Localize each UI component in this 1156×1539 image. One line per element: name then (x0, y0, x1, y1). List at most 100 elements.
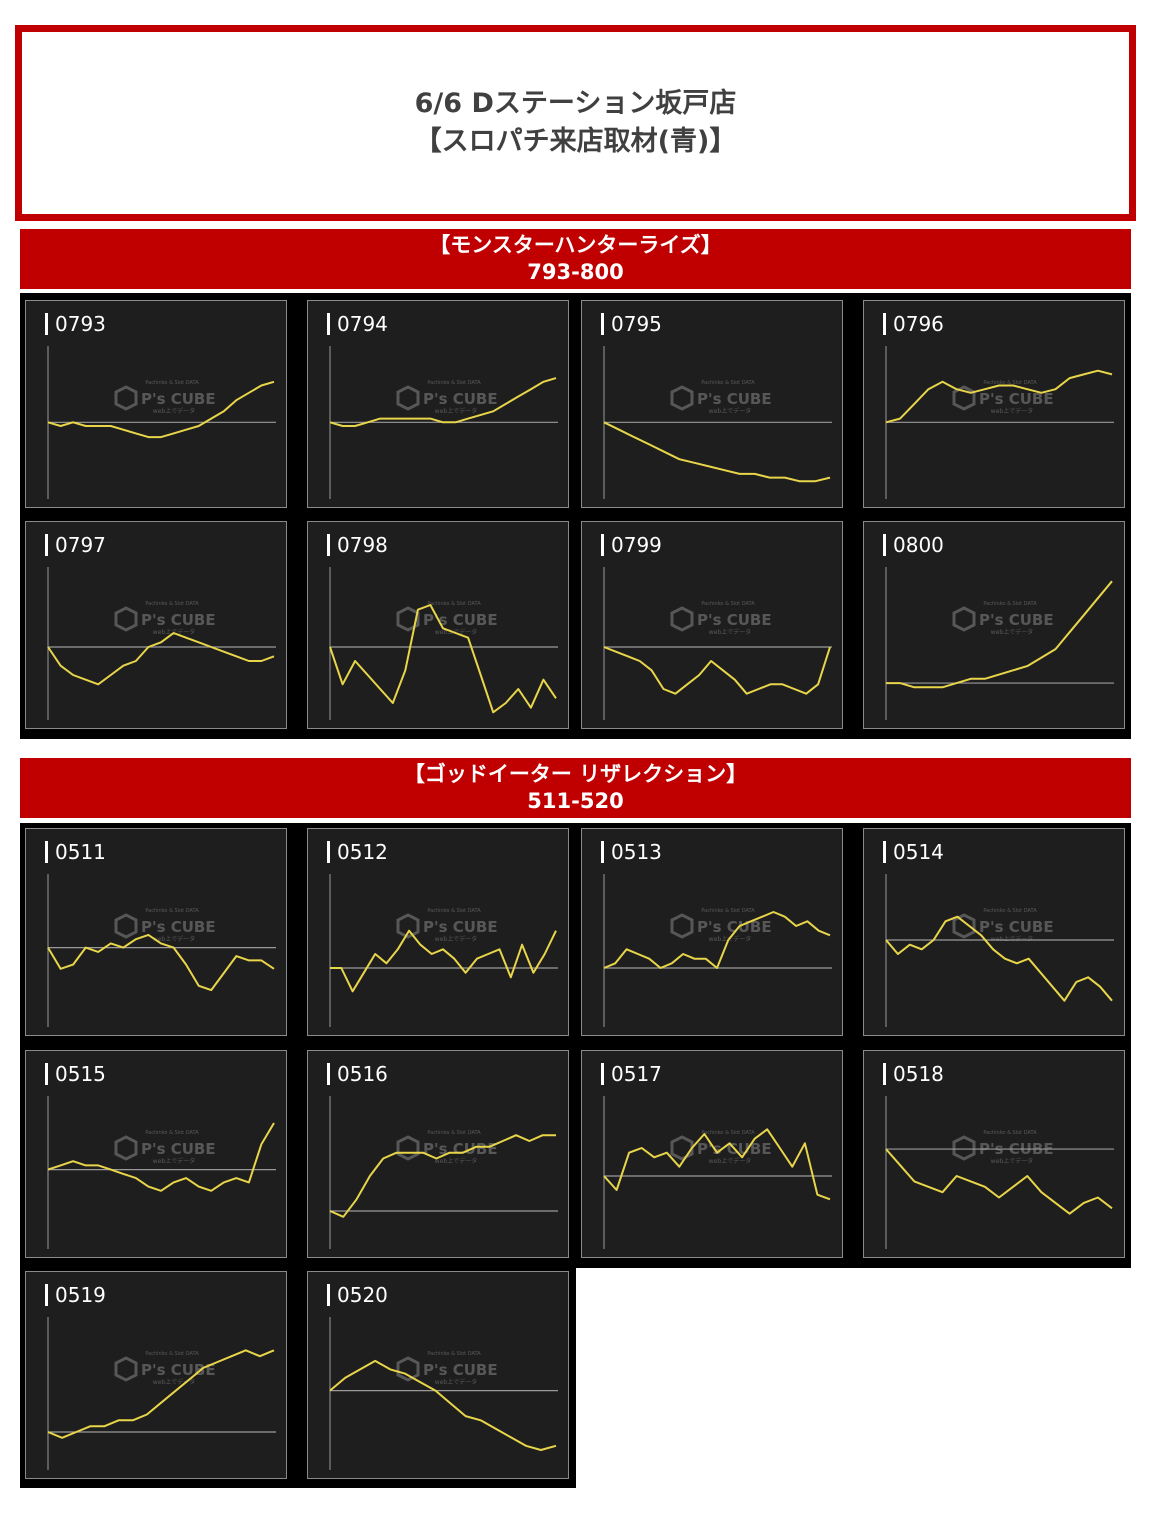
series-line (47, 632, 275, 686)
chart-panel: Pachinko & Slot DATA P's CUBE web上でデータ 0796 (863, 300, 1125, 508)
chart-panel: Pachinko & Slot DATA P's CUBE web上でデータ 0800 (863, 521, 1125, 729)
section-header-monster-hunter: 【モンスターハンターライズ】 793-800 (20, 229, 1131, 289)
cube-logo-icon (670, 606, 694, 632)
cube-logo-icon (396, 1135, 420, 1161)
machine-number-label: 0795 (601, 313, 662, 335)
cube-logo-icon (952, 1135, 976, 1161)
chart-panel: Pachinko & Slot DATA P's CUBE web上でデータ 0797 (25, 521, 287, 729)
chart-panel: Pachinko & Slot DATA P's CUBE web上でデータ 0520 (307, 1271, 569, 1479)
chart-panel: Pachinko & Slot DATA P's CUBE web上でデータ 0519 (25, 1271, 287, 1479)
machine-number-label: 0794 (327, 313, 388, 335)
watermark-top: Pachinko & Slot DATA (983, 908, 1037, 914)
watermark-top: Pachinko & Slot DATA (983, 380, 1037, 386)
watermark-top: Pachinko & Slot DATA (427, 1130, 481, 1136)
series-line (330, 929, 557, 993)
watermark-bottom: web上でデータ (709, 628, 751, 636)
watermark-logo: P's CUBE (141, 918, 216, 936)
watermark-top: Pachinko & Slot DATA (701, 908, 755, 914)
section-title: 【ゴッドイーター リザレクション】 (403, 762, 748, 786)
cube-logo-icon (670, 385, 694, 411)
watermark-logo: P's CUBE (423, 390, 498, 408)
watermark-logo: P's CUBE (141, 1361, 216, 1379)
section-title: 【モンスターハンターライズ】 (429, 233, 722, 257)
cube-logo-icon (952, 913, 976, 939)
watermark-logo: P's CUBE (697, 390, 772, 408)
chart-panel: Pachinko & Slot DATA P's CUBE web上でデータ 0512 (307, 828, 569, 1036)
watermark-bottom: web上でデータ (435, 407, 477, 415)
series-line (47, 380, 275, 439)
machine-number-label: 0520 (327, 1284, 388, 1306)
chart-panel: Pachinko & Slot DATA P's CUBE web上でデータ 0517 (581, 1050, 843, 1258)
machine-number-label: 0513 (601, 841, 662, 863)
cube-logo-icon (114, 913, 138, 939)
machine-number-label: 0519 (45, 1284, 106, 1306)
section-range: 793-800 (527, 260, 624, 284)
series-line (329, 377, 557, 427)
series-line (603, 646, 831, 695)
cube-logo-icon (114, 1356, 138, 1382)
watermark-top: Pachinko & Slot DATA (427, 1351, 481, 1357)
watermark-logo: P's CUBE (979, 390, 1054, 408)
machine-number-label: 0511 (45, 841, 106, 863)
watermark-logo: P's CUBE (423, 1140, 498, 1158)
title-box: 6/6 Dステーション坂戸店 【スロパチ来店取材(青)】 (15, 25, 1136, 221)
cube-logo-icon (670, 913, 694, 939)
section-range: 511-520 (527, 789, 624, 813)
watermark-bottom: web上でデータ (153, 628, 195, 636)
watermark-top: Pachinko & Slot DATA (701, 1130, 755, 1136)
series-line (885, 369, 1113, 424)
watermark-bottom: web上でデータ (435, 1378, 477, 1386)
machine-number-label: 0515 (45, 1063, 106, 1085)
watermark-top: Pachinko & Slot DATA (145, 601, 199, 607)
section-header-god-eater: 【ゴッドイーター リザレクション】 511-520 (20, 758, 1131, 818)
series-line (329, 1359, 557, 1451)
cube-logo-icon (952, 606, 976, 632)
watermark-bottom: web上でデータ (435, 1157, 477, 1165)
watermark-top: Pachinko & Slot DATA (145, 1351, 199, 1357)
watermark-bottom: web上でデータ (991, 1157, 1033, 1165)
watermark-top: Pachinko & Slot DATA (427, 908, 481, 914)
watermark-top: Pachinko & Slot DATA (145, 380, 199, 386)
watermark-bottom: web上でデータ (991, 935, 1033, 943)
watermark-top: Pachinko & Slot DATA (145, 1130, 199, 1136)
watermark-bottom: web上でデータ (153, 1157, 195, 1165)
watermark-logo: P's CUBE (979, 611, 1054, 629)
series-line (603, 911, 831, 969)
watermark-bottom: web上でデータ (709, 407, 751, 415)
series-line (886, 580, 1113, 689)
chart-panel: Pachinko & Slot DATA P's CUBE web上でデータ 0511 (25, 828, 287, 1036)
cube-logo-icon (396, 1356, 420, 1382)
series-line (329, 1134, 556, 1218)
watermark-top: Pachinko & Slot DATA (983, 1130, 1037, 1136)
cube-logo-icon (396, 385, 420, 411)
series-line (885, 1148, 1113, 1215)
cube-logo-icon (114, 385, 138, 411)
series-line (47, 933, 275, 992)
cube-logo-icon (396, 913, 420, 939)
machine-number-label: 0517 (601, 1063, 662, 1085)
chart-panel: Pachinko & Slot DATA P's CUBE web上でデータ 0793 (25, 300, 287, 508)
